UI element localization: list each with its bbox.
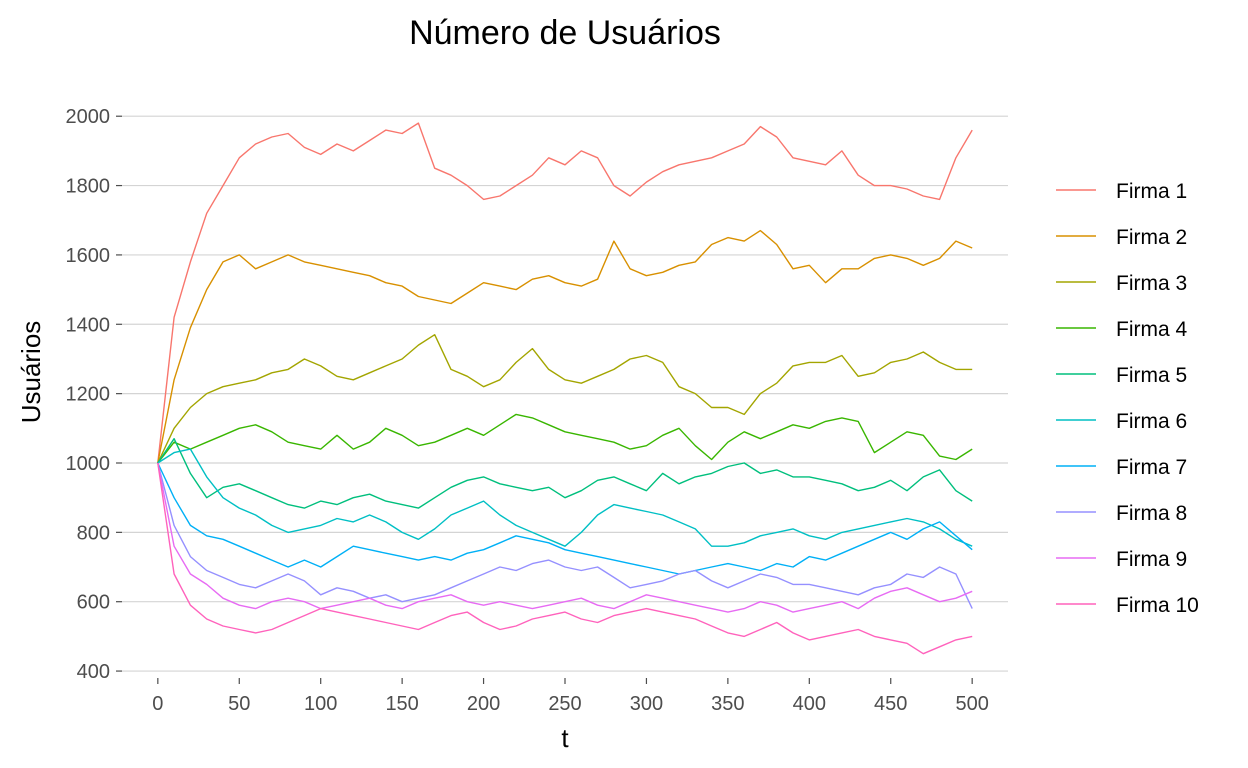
x-axis: 0 50 100 150 200 250 300 350 400 450 500	[152, 678, 989, 715]
legend: Firma 1 Firma 2 Firma 3 Firma 4 Firma 5 Firma…	[1056, 180, 1199, 617]
y-tick-label: 1200	[66, 384, 111, 406]
legend-label-firma-3: Firma 3	[1116, 272, 1187, 295]
y-axis: 400 600 800 1000 1200 1400 1600 1800 2000	[66, 106, 122, 683]
x-tick-label: 100	[304, 693, 337, 715]
legend-label-firma-4: Firma 4	[1116, 318, 1187, 341]
x-tick-label: 0	[152, 693, 163, 715]
x-tick-label: 50	[228, 693, 250, 715]
y-tick-label: 1800	[66, 176, 111, 198]
x-tick-label: 250	[548, 693, 581, 715]
y-tick-label: 600	[77, 592, 110, 614]
series-line-firma-2	[157, 229, 973, 464]
x-tick-label: 450	[874, 693, 907, 715]
series-line-firma-8	[157, 462, 973, 609]
legend-label-firma-7: Firma 7	[1116, 456, 1187, 479]
y-tick-label: 2000	[66, 106, 111, 128]
y-axis-title: Usuários	[16, 321, 46, 424]
x-tick-label: 350	[711, 693, 744, 715]
legend-label-firma-5: Firma 5	[1116, 364, 1187, 387]
series-line-firma-10	[157, 462, 973, 655]
y-tick-label: 1000	[66, 453, 111, 475]
legend-label-firma-1: Firma 1	[1116, 180, 1187, 203]
y-tick-label: 1400	[66, 314, 111, 336]
legend-label-firma-10: Firma 10	[1116, 594, 1199, 617]
x-axis-title: t	[561, 723, 569, 753]
series-line-firma-5	[157, 438, 973, 509]
series-line-firma-4	[157, 413, 973, 464]
legend-label-firma-9: Firma 9	[1116, 548, 1187, 571]
y-tick-label: 800	[77, 522, 110, 544]
legend-label-firma-2: Firma 2	[1116, 226, 1187, 249]
series-line-firma-1	[157, 122, 973, 464]
series-line-firma-6	[157, 448, 973, 547]
series-lines	[157, 122, 973, 655]
x-tick-label: 300	[630, 693, 663, 715]
legend-label-firma-6: Firma 6	[1116, 410, 1187, 433]
x-tick-label: 400	[793, 693, 826, 715]
series-line-firma-3	[157, 334, 973, 464]
x-tick-label: 150	[385, 693, 418, 715]
legend-label-firma-8: Firma 8	[1116, 502, 1187, 525]
chart-title: Número de Usuários	[409, 14, 721, 52]
y-tick-label: 1600	[66, 245, 111, 267]
x-tick-label: 200	[467, 693, 500, 715]
grid-lines	[122, 115, 1008, 672]
series-line-firma-7	[157, 462, 973, 575]
y-tick-label: 400	[77, 661, 110, 683]
series-line-firma-9	[157, 462, 973, 613]
x-tick-label: 500	[955, 693, 988, 715]
